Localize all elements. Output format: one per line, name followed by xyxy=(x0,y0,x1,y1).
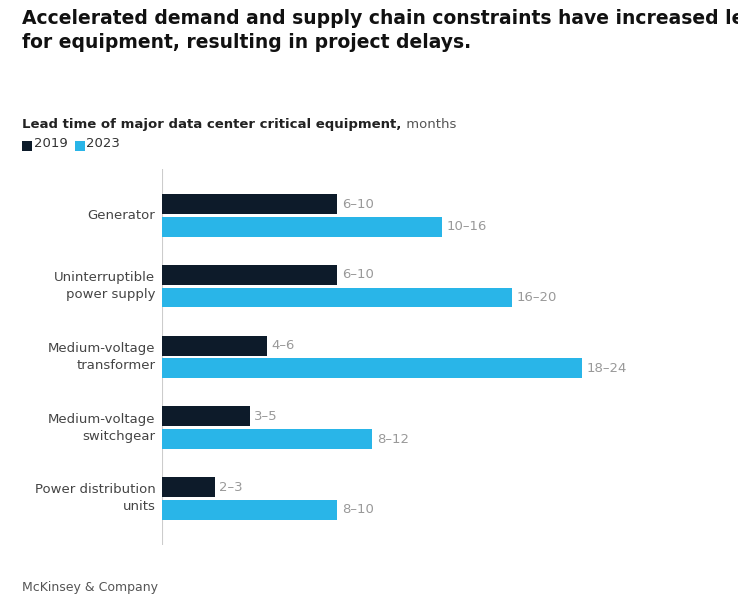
Text: Medium-voltage
transformer: Medium-voltage transformer xyxy=(48,342,156,372)
Text: 8–10: 8–10 xyxy=(342,503,373,516)
Bar xyxy=(162,265,337,285)
Bar xyxy=(162,477,215,497)
Text: Accelerated demand and supply chain constraints have increased lead times
for eq: Accelerated demand and supply chain cons… xyxy=(22,9,738,52)
Bar xyxy=(162,217,442,237)
Bar xyxy=(162,407,250,427)
Bar xyxy=(162,500,337,520)
Text: 2–3: 2–3 xyxy=(219,481,243,494)
Text: 8–12: 8–12 xyxy=(376,433,409,445)
Text: Generator: Generator xyxy=(88,209,156,222)
Text: 4–6: 4–6 xyxy=(272,339,295,352)
Bar xyxy=(162,287,512,307)
Text: 6–10: 6–10 xyxy=(342,269,373,281)
Text: 3–5: 3–5 xyxy=(254,410,277,423)
Text: 2023: 2023 xyxy=(86,137,120,151)
Text: McKinsey & Company: McKinsey & Company xyxy=(22,581,158,594)
Text: 16–20: 16–20 xyxy=(517,291,557,304)
Text: Uninterruptible
power supply: Uninterruptible power supply xyxy=(54,271,156,301)
Text: Lead time of major data center critical equipment,: Lead time of major data center critical … xyxy=(22,118,401,131)
Text: 6–10: 6–10 xyxy=(342,198,373,211)
Bar xyxy=(162,194,337,214)
Bar xyxy=(162,336,267,356)
Text: 2019: 2019 xyxy=(34,137,68,151)
Bar xyxy=(162,429,372,449)
Text: 18–24: 18–24 xyxy=(587,362,627,374)
Text: 10–16: 10–16 xyxy=(446,220,487,233)
Bar xyxy=(162,358,582,378)
Text: Power distribution
units: Power distribution units xyxy=(35,483,156,514)
Text: months: months xyxy=(401,118,456,131)
Text: Medium-voltage
switchgear: Medium-voltage switchgear xyxy=(48,413,156,443)
